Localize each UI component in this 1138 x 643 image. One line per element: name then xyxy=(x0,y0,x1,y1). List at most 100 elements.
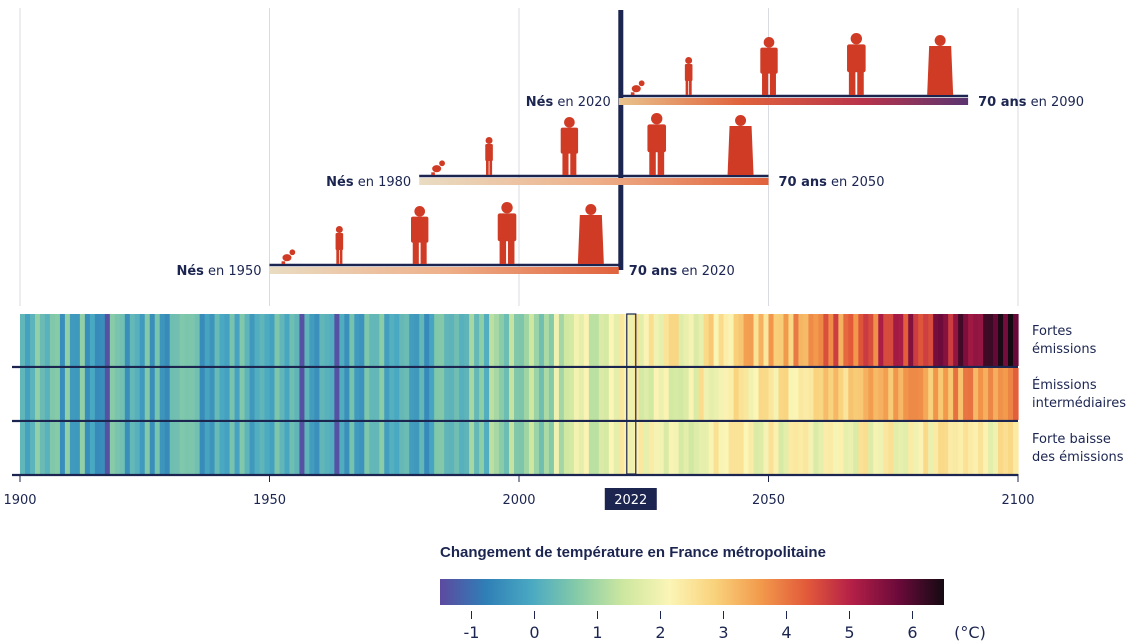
heatmap-stripe xyxy=(848,368,854,420)
heatmap-stripe xyxy=(464,314,470,366)
heatmap-stripe xyxy=(773,314,780,366)
heatmap-stripe xyxy=(573,422,580,474)
heatmap-stripe xyxy=(983,314,989,366)
colorbar-gradient-bar xyxy=(440,579,944,605)
heatmap-stripe xyxy=(883,368,889,420)
heatmap-stripe xyxy=(738,368,745,420)
heatmap-stripe xyxy=(349,368,355,420)
heatmap-stripe xyxy=(449,314,455,366)
heatmap-stripe xyxy=(683,422,690,474)
adult-silhouette xyxy=(647,113,667,175)
heatmap-stripe xyxy=(923,314,929,366)
heatmap-stripe xyxy=(389,422,395,474)
heatmap-stripe xyxy=(384,314,390,366)
heatmap-stripe xyxy=(464,422,470,474)
heatmap-stripe xyxy=(424,368,430,420)
heatmap-stripe xyxy=(44,314,51,366)
heatmap-stripe xyxy=(838,422,844,474)
heatmap-stripe xyxy=(109,368,116,420)
heatmap-stripe xyxy=(583,422,590,474)
heatmap-stripe xyxy=(374,368,380,420)
heatmap-stripe xyxy=(274,422,281,474)
heatmap-stripe xyxy=(893,368,899,420)
heatmap-stripe xyxy=(409,422,415,474)
heatmap-stripe xyxy=(224,422,231,474)
heatmap-stripe xyxy=(788,314,795,366)
heatmap-stripe xyxy=(743,422,750,474)
heatmap-stripe xyxy=(903,422,909,474)
heatmap-stripe xyxy=(728,314,735,366)
heatmap-stripe xyxy=(439,314,445,366)
heatmap-stripe xyxy=(219,422,226,474)
heatmap-stripe xyxy=(783,368,790,420)
heatmap-stripe xyxy=(843,314,849,366)
heatmap-stripe xyxy=(484,422,490,474)
heatmap-stripe xyxy=(359,422,365,474)
heatmap-stripe xyxy=(863,422,869,474)
heatmap-stripe xyxy=(868,422,874,474)
elder-silhouette xyxy=(727,115,754,175)
heatmap-stripe xyxy=(124,314,131,366)
heatmap-stripe xyxy=(988,314,994,366)
heatmap-stripe xyxy=(309,314,316,366)
heatmap-stripe xyxy=(364,368,370,420)
adult-silhouette xyxy=(497,202,517,264)
heatmap-stripe xyxy=(568,422,575,474)
baby-silhouette xyxy=(431,160,445,175)
heatmap-stripe xyxy=(54,368,61,420)
scenario-label: Émissions xyxy=(1032,377,1097,393)
heatmap-stripe xyxy=(648,422,655,474)
heatmap-stripe xyxy=(808,314,815,366)
cohort-born-label: Nés en 2020 xyxy=(526,95,611,110)
heatmap-stripe xyxy=(1003,368,1009,420)
heatmap-stripe xyxy=(748,422,755,474)
heatmap-stripe xyxy=(314,314,320,366)
heatmap-stripe xyxy=(84,422,91,474)
heatmap-stripe xyxy=(523,368,530,420)
heatmap-stripe xyxy=(618,422,625,474)
heatmap-stripe xyxy=(54,314,61,366)
heatmap-stripe xyxy=(958,422,964,474)
heatmap-stripe xyxy=(469,368,475,420)
heatmap-stripe xyxy=(823,368,829,420)
cohort-born-label: Nés en 1980 xyxy=(326,175,411,190)
heatmap-stripe xyxy=(693,422,700,474)
heatmap-stripe xyxy=(254,422,261,474)
heatmap-stripe xyxy=(304,368,311,420)
heatmap-stripe xyxy=(429,368,435,420)
cohort-born-label: Nés en 1950 xyxy=(176,264,261,279)
heatmap-stripe xyxy=(663,422,670,474)
heatmap-stripe xyxy=(369,314,375,366)
heatmap-stripe xyxy=(94,314,101,366)
heatmap-stripe xyxy=(793,422,800,474)
heatmap-stripe xyxy=(948,368,954,420)
heatmap-stripe xyxy=(74,368,81,420)
child-silhouette xyxy=(335,226,344,264)
heatmap-stripe xyxy=(499,422,505,474)
colorbar-title: Changement de température en France métr… xyxy=(440,544,826,561)
heatmap-stripe xyxy=(743,368,750,420)
heatmap-stripe xyxy=(703,314,710,366)
heatmap-stripe xyxy=(229,422,236,474)
heatmap-stripe xyxy=(603,368,610,420)
heatmap-stripe xyxy=(888,368,894,420)
heatmap-stripe xyxy=(174,422,181,474)
heatmap-stripe xyxy=(449,422,455,474)
heatmap-stripe xyxy=(124,422,131,474)
adult-silhouette xyxy=(847,33,866,95)
heatmap-stripe xyxy=(509,314,515,366)
heatmap-stripe xyxy=(983,368,989,420)
heatmap-stripe xyxy=(374,422,380,474)
heatmap-stripe xyxy=(528,422,535,474)
heatmap-stripe xyxy=(658,368,665,420)
heatmap-stripe xyxy=(938,422,944,474)
heatmap-stripe xyxy=(593,314,600,366)
heatmap-stripe xyxy=(673,314,680,366)
heatmap-stripe xyxy=(713,368,720,420)
heatmap-stripe xyxy=(179,422,186,474)
heatmap-stripe xyxy=(224,368,231,420)
heatmap-stripe xyxy=(983,422,989,474)
heatmap-stripe xyxy=(34,422,41,474)
heatmap-stripe xyxy=(419,422,425,474)
heatmap-stripe xyxy=(514,314,520,366)
